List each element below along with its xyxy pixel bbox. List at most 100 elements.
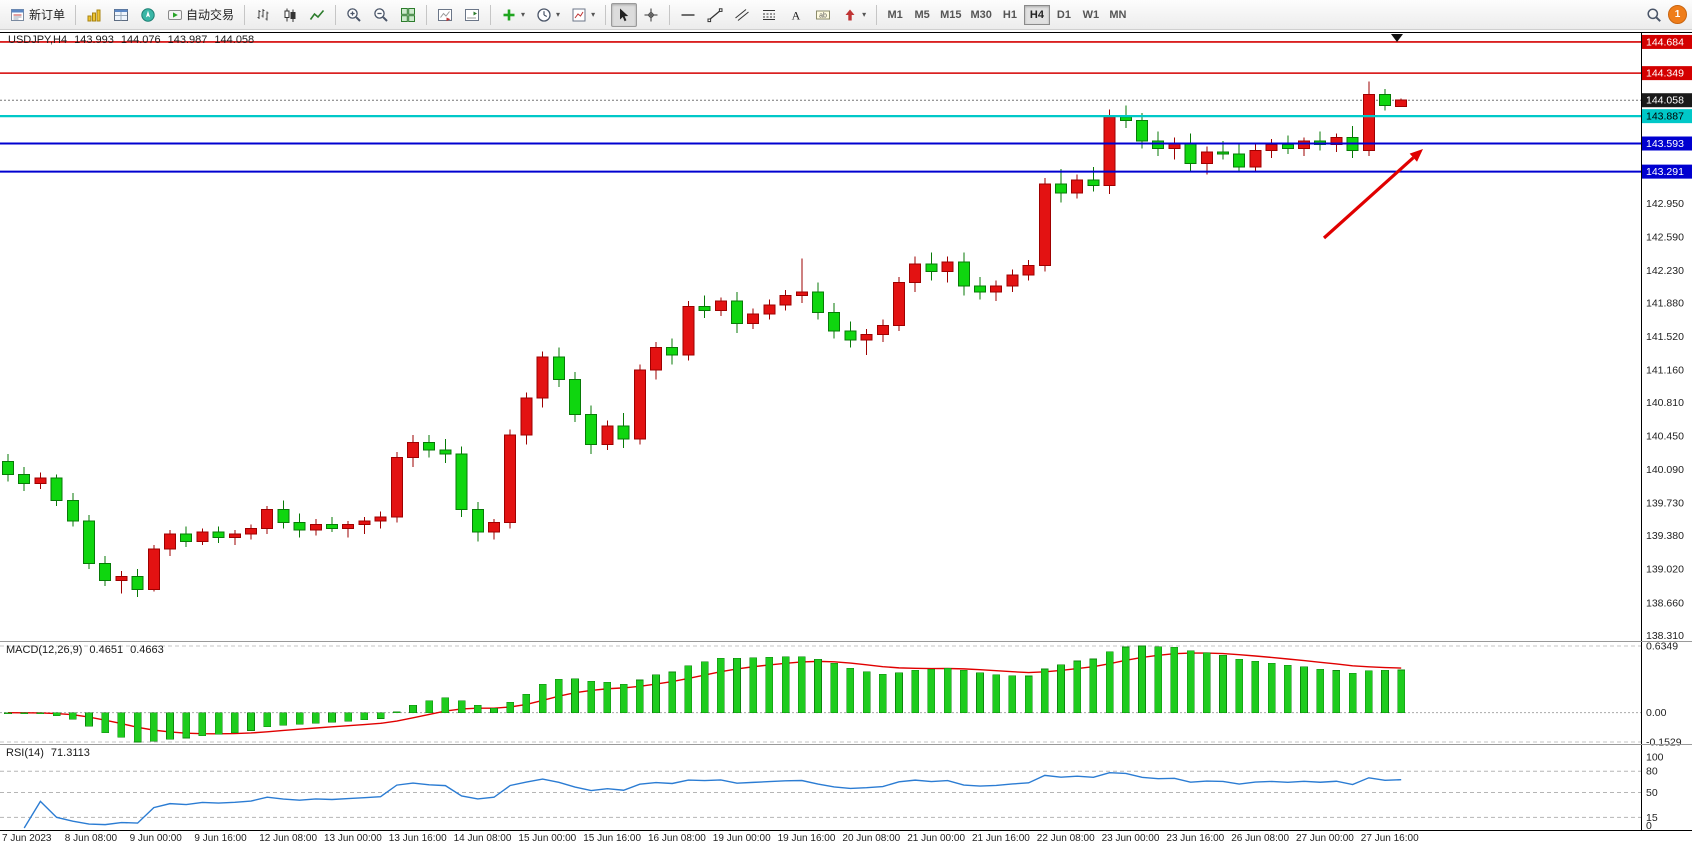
- indicators-button[interactable]: ▾: [496, 3, 530, 27]
- svg-text:23 Jun 00:00: 23 Jun 00:00: [1102, 833, 1160, 844]
- svg-text:22 Jun 08:00: 22 Jun 08:00: [1037, 833, 1095, 844]
- rsi-value: 71.3113: [50, 747, 90, 759]
- svg-text:15: 15: [1646, 812, 1658, 824]
- svg-text:0: 0: [1646, 820, 1652, 832]
- data-window-button[interactable]: [108, 3, 134, 27]
- cursor-button[interactable]: [611, 2, 638, 27]
- templates-icon: [571, 7, 587, 23]
- arrows-icon: [842, 7, 858, 23]
- market-watch-button[interactable]: [81, 3, 107, 27]
- label-tool-button[interactable]: ab: [810, 3, 836, 27]
- channel-tool-button[interactable]: [729, 3, 755, 27]
- templates-button[interactable]: ▾: [566, 3, 600, 27]
- dropdown-caret-icon[interactable]: ▾: [591, 10, 596, 19]
- timeframe-m30[interactable]: M30: [967, 5, 996, 25]
- svg-text:139.020: 139.020: [1646, 564, 1684, 576]
- svg-text:140.090: 140.090: [1646, 464, 1684, 476]
- svg-text:138.660: 138.660: [1646, 597, 1684, 609]
- macd-panel: 0.6349 0.00 -0.1529: [0, 641, 1682, 749]
- new-order-button[interactable]: 新订单: [5, 3, 70, 27]
- chart-high-value: 144.076: [120, 34, 161, 46]
- auto-scroll-button[interactable]: [459, 3, 485, 27]
- zoom-out-icon: [373, 7, 389, 23]
- timeframe-w1[interactable]: W1: [1078, 5, 1104, 25]
- toolbar-divider: [75, 4, 77, 25]
- svg-text:21 Jun 16:00: 21 Jun 16:00: [972, 833, 1030, 844]
- svg-text:142.950: 142.950: [1646, 198, 1684, 210]
- timeframe-m1[interactable]: M1: [882, 5, 908, 25]
- macd-indicator-label: MACD(12,26,9) 0.4651 0.4663: [6, 644, 171, 656]
- svg-text:143.291: 143.291: [1646, 166, 1684, 178]
- candlesticks: [2, 81, 1408, 598]
- svg-text:7 Jun 2023: 7 Jun 2023: [2, 833, 52, 844]
- timeframe-h4[interactable]: H4: [1023, 4, 1050, 25]
- cursor-icon: [616, 7, 632, 23]
- bar-chart-button[interactable]: [250, 3, 276, 27]
- auto-trading-button-label: 自动交易: [186, 8, 235, 22]
- auto-trading-icon: [167, 7, 183, 23]
- toolbar-divider: [426, 4, 428, 25]
- toolbar-divider: [490, 4, 492, 25]
- periods-button[interactable]: ▾: [531, 3, 565, 27]
- chart-title: USDJPY,H4 143.993 144.076 143.987 144.058: [8, 34, 261, 46]
- navigator-button[interactable]: [135, 3, 161, 27]
- svg-text:ab: ab: [819, 12, 827, 19]
- dropdown-caret-icon[interactable]: ▾: [521, 10, 526, 19]
- svg-text:14 Jun 08:00: 14 Jun 08:00: [454, 833, 512, 844]
- chart-shift-icon: [437, 7, 453, 23]
- timeframe-m5[interactable]: M5: [909, 5, 935, 25]
- zoom-out-button[interactable]: [368, 3, 394, 27]
- svg-text:50: 50: [1646, 787, 1658, 799]
- arrows-tool-button[interactable]: ▾: [837, 3, 871, 27]
- price-level-lines[interactable]: [0, 41, 1641, 173]
- rsi-panel: 100 80 50 150: [0, 752, 1664, 832]
- macd-signal-value: 0.4663: [130, 644, 164, 656]
- rsi-indicator-label: RSI(14) 71.3113: [6, 747, 97, 759]
- toolbar-divider: [876, 4, 878, 25]
- svg-text:100: 100: [1646, 752, 1664, 764]
- channel-icon: [734, 7, 750, 23]
- chart-symbol-period: USDJPY,H4: [8, 34, 68, 46]
- svg-text:142.590: 142.590: [1646, 231, 1684, 243]
- tile-windows-button[interactable]: [395, 3, 421, 27]
- hline-tool-button[interactable]: [675, 3, 701, 27]
- line-chart-icon: [309, 7, 325, 23]
- svg-text:9 Jun 00:00: 9 Jun 00:00: [130, 833, 183, 844]
- timeframe-mn[interactable]: MN: [1105, 5, 1131, 25]
- timeframe-d1[interactable]: D1: [1051, 5, 1077, 25]
- trend-arrow-annotation[interactable]: [1322, 34, 1423, 240]
- fibonacci-tool-button[interactable]: [756, 3, 782, 27]
- auto-scroll-icon: [464, 7, 480, 23]
- panel-borders: [0, 32, 1692, 831]
- candlestick-chart-button[interactable]: [277, 3, 303, 27]
- svg-text:15 Jun 16:00: 15 Jun 16:00: [583, 833, 641, 844]
- line-chart-button[interactable]: [304, 3, 330, 27]
- svg-text:23 Jun 16:00: 23 Jun 16:00: [1166, 833, 1224, 844]
- new-order-icon: [10, 7, 26, 23]
- search-button[interactable]: [1641, 3, 1667, 27]
- chart-shift-button[interactable]: [432, 3, 458, 27]
- label-icon: ab: [815, 7, 831, 23]
- zoom-in-button[interactable]: [341, 3, 367, 27]
- svg-text:141.880: 141.880: [1646, 297, 1684, 309]
- candlestick-chart-icon: [282, 7, 298, 23]
- hline-icon: [680, 7, 696, 23]
- notification-badge[interactable]: 1: [1668, 5, 1687, 24]
- timeframe-h1[interactable]: H1: [997, 5, 1023, 25]
- dropdown-caret-icon[interactable]: ▾: [862, 10, 867, 19]
- dropdown-caret-icon[interactable]: ▾: [556, 10, 561, 19]
- crosshair-icon: [643, 7, 659, 23]
- timeframe-m15[interactable]: M15: [936, 5, 965, 25]
- auto-trading-button[interactable]: 自动交易: [162, 3, 239, 27]
- svg-text:141.160: 141.160: [1646, 365, 1684, 377]
- svg-text:140.810: 140.810: [1646, 397, 1684, 409]
- crosshair-button[interactable]: [638, 3, 664, 27]
- svg-text:143.887: 143.887: [1646, 111, 1684, 123]
- toolbar-divider: [605, 4, 607, 25]
- text-tool-button[interactable]: A: [783, 3, 809, 27]
- trendline-tool-button[interactable]: [702, 3, 728, 27]
- svg-text:20 Jun 08:00: 20 Jun 08:00: [842, 833, 900, 844]
